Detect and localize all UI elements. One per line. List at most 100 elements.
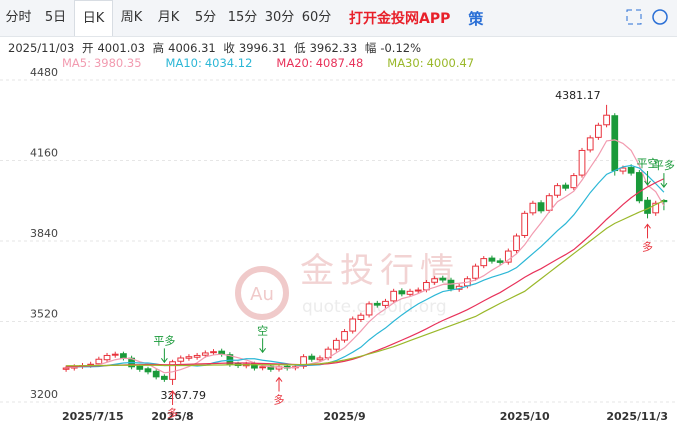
watermark-logo [235, 266, 289, 320]
candle-body [627, 167, 635, 174]
watermark-site: quote.cngold.org [302, 297, 447, 317]
signal-label: 多 [274, 393, 285, 407]
candle-body [373, 302, 381, 306]
candle-body [586, 137, 594, 151]
y-tick-label: 4480 [30, 66, 58, 79]
candle-body [103, 354, 111, 361]
candle-body [480, 258, 488, 267]
signal-arrow [660, 173, 668, 188]
tab[interactable]: 周K [120, 10, 143, 25]
candle-body [439, 277, 447, 281]
value: -0.12% [380, 41, 422, 55]
legend-entry: MA10: 4034.12 [166, 56, 265, 70]
candle-body [136, 365, 144, 370]
candle-body [62, 367, 70, 370]
candle-body [357, 314, 365, 320]
help-icon[interactable] [652, 9, 668, 25]
value: 4001.03 [97, 41, 146, 55]
x-tick-label: 2025/9 [323, 410, 365, 423]
label: 开 [81, 41, 94, 55]
candle-body [595, 124, 602, 138]
candle-body [152, 370, 160, 378]
legend-name: MA30: [387, 56, 424, 70]
app-link[interactable]: 打开金投网APP [349, 11, 451, 27]
signal-label: 平多 [653, 158, 675, 172]
candle-body [95, 358, 103, 365]
watermark-logo-text: Au [250, 284, 274, 305]
tab[interactable]: 5日 [44, 10, 67, 25]
tab[interactable]: 60分 [301, 10, 332, 25]
candle-body [513, 235, 520, 252]
y-tick-label: 4160 [30, 147, 58, 160]
signal-arrow [160, 348, 168, 364]
legend-entry: MA30: 4000.47 [387, 56, 486, 70]
candle-body [496, 260, 504, 263]
legend-value: 4034.12 [204, 56, 253, 70]
fullscreen-icon[interactable] [626, 9, 642, 25]
value: 3962.33 [309, 41, 358, 55]
max-label: 4381.17 [555, 89, 601, 102]
signal-arrow [644, 170, 651, 186]
signal-label: 空 [257, 323, 268, 337]
candle-body [529, 202, 537, 214]
candle-body [603, 114, 610, 126]
watermark-brand: 金投行情 [300, 251, 460, 291]
tab[interactable]: 日K [74, 0, 113, 36]
candle-body [537, 202, 545, 212]
ma-line [66, 200, 665, 367]
y-tick-label: 3520 [30, 308, 58, 321]
tab[interactable]: 5分 [194, 10, 217, 25]
legend-name: MA5: [62, 56, 91, 70]
candle-body [349, 318, 357, 332]
candle-body [652, 202, 660, 214]
candle-body [644, 199, 651, 214]
strategy-button[interactable]: 策 [468, 9, 484, 28]
candle-body [111, 353, 119, 356]
candle-body [390, 290, 398, 302]
candle-body [562, 184, 570, 189]
candle-body [578, 149, 586, 176]
legend: MA5: 3980.35 MA10: 4034.12 MA20: 4087.48 MA30:… [62, 56, 498, 70]
candle-body [308, 355, 316, 360]
candle-body [570, 175, 578, 189]
tab-bar: 分时 5日 日K 周K 月K 5分 15分 30分 60分 打开金投网APP 策 [0, 0, 677, 37]
legend-value: 4000.47 [426, 56, 475, 70]
tab[interactable]: 30分 [264, 10, 295, 25]
candle-body [201, 352, 209, 356]
signal-label: 多 [167, 406, 178, 420]
candle-body [185, 356, 193, 359]
value: 3996.31 [238, 41, 287, 55]
x-tick-label: 2025/7/15 [62, 410, 124, 423]
legend-name: MA10: [165, 56, 202, 70]
x-tick-label: 2025/8 [151, 410, 193, 423]
legend-value: 3980.35 [93, 56, 142, 70]
signal-arrow [259, 338, 267, 354]
value: 4006.31 [168, 41, 216, 55]
signal-label: 平多 [153, 333, 175, 347]
candle-body [504, 250, 512, 263]
legend-value: 4087.48 [315, 56, 364, 70]
tab[interactable]: 分时 [5, 10, 32, 25]
date: 2025/11/03 [8, 41, 75, 55]
candle-body [382, 300, 389, 306]
label: 收 [223, 41, 235, 55]
tab[interactable]: 15分 [227, 10, 258, 25]
candle-body [488, 257, 496, 262]
tab[interactable]: 月K [157, 10, 180, 25]
x-tick-label: 2025/11/3 [606, 410, 668, 423]
signal-label: 平空 [637, 156, 659, 170]
candle-body [177, 357, 185, 362]
candle-body [472, 265, 479, 279]
candle-body [144, 368, 152, 373]
candle-body [635, 172, 643, 202]
candle-body [554, 185, 561, 196]
label: 幅 [364, 41, 377, 55]
signal-arrow [644, 223, 651, 239]
candle-body [521, 212, 529, 236]
signal-label: 多 [642, 239, 653, 253]
legend-name: MA20: [276, 56, 313, 70]
candle-body [619, 167, 627, 172]
candle-body [316, 357, 324, 361]
